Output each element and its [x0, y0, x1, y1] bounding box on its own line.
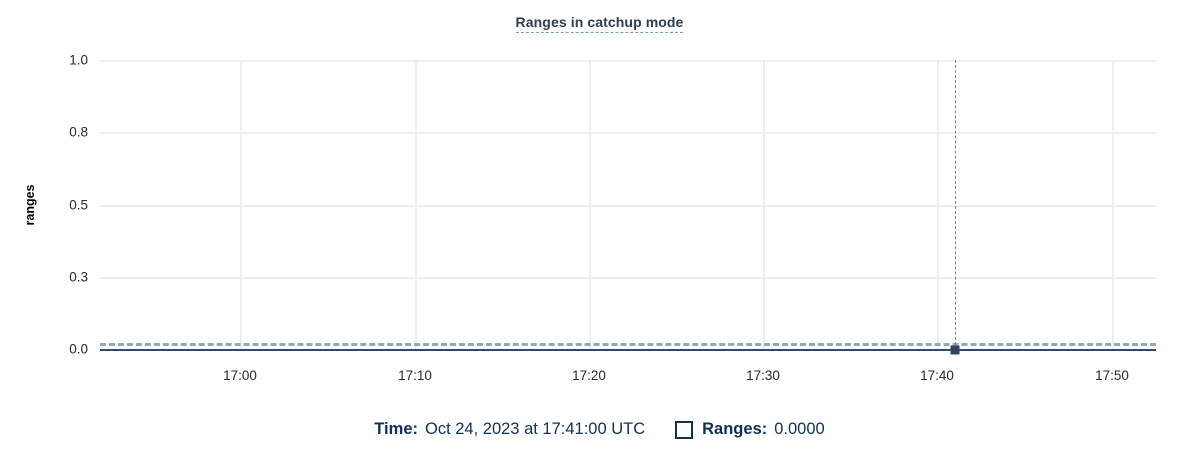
y-tick-label: 0.0 — [69, 341, 88, 357]
gridline-vertical — [240, 60, 242, 350]
x-tick-label: 17:00 — [223, 368, 257, 383]
gridline-vertical — [589, 60, 591, 350]
legend-swatch-icon — [675, 420, 694, 439]
x-tick-label: 17:30 — [746, 368, 780, 383]
gridline-horizontal — [100, 60, 1156, 62]
gridline-horizontal — [100, 205, 1156, 207]
y-tick-label: 0.8 — [69, 124, 88, 140]
tooltip-time-label: Time: — [374, 420, 418, 438]
data-point-marker[interactable] — [950, 345, 960, 355]
y-tick-label: 0.5 — [69, 197, 88, 213]
gridline-horizontal — [100, 132, 1156, 134]
gridline-horizontal — [100, 277, 1156, 279]
x-tick-label: 17:20 — [572, 368, 606, 383]
plot-area[interactable] — [100, 60, 1156, 355]
y-tick-label: 0.3 — [69, 269, 88, 285]
chart-title-text: Ranges in catchup mode — [515, 14, 684, 33]
series-line-ranges — [100, 349, 1156, 351]
chart-title[interactable]: Ranges in catchup mode — [0, 14, 1199, 33]
x-tick-label: 17:40 — [920, 368, 954, 383]
gridline-vertical — [1112, 60, 1114, 350]
y-tick-label: 1.0 — [69, 52, 88, 68]
x-tick-label: 17:50 — [1095, 368, 1129, 383]
x-tick-label: 17:10 — [398, 368, 432, 383]
tooltip-time: Time: Oct 24, 2023 at 17:41:00 UTC — [374, 420, 645, 439]
gridline-vertical — [415, 60, 417, 350]
gridline-vertical — [937, 60, 939, 350]
legend-label: Ranges: — [702, 420, 768, 438]
crosshair-vertical-line — [955, 60, 956, 350]
legend-item-ranges[interactable]: Ranges: 0.0000 — [675, 420, 825, 439]
series-line-dashed — [100, 343, 1156, 346]
tooltip-footer: Time: Oct 24, 2023 at 17:41:00 UTC Range… — [0, 420, 1199, 439]
gridline-vertical — [763, 60, 765, 350]
tooltip-time-value: Oct 24, 2023 at 17:41:00 UTC — [425, 420, 646, 438]
plot-wrapper: ranges 1.0 0.8 0.5 0.3 0.0 17:00 17:10 1… — [23, 52, 1156, 383]
legend-value: 0.0000 — [774, 420, 825, 438]
